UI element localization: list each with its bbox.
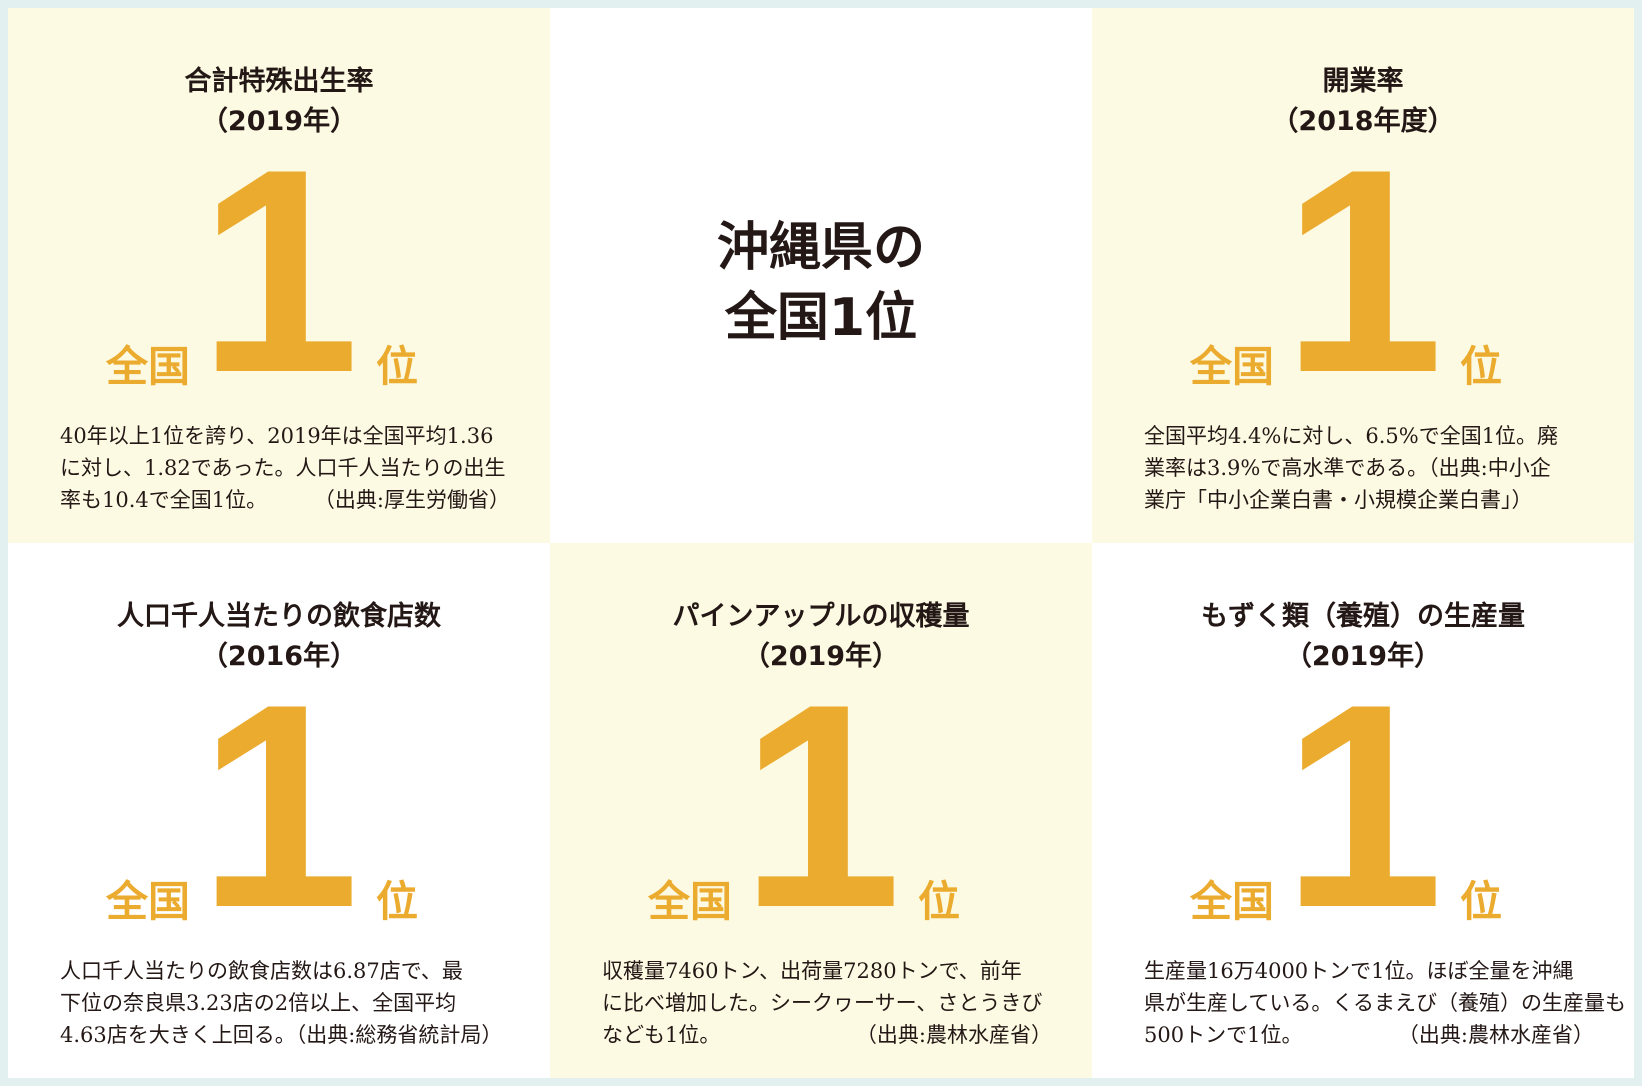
- line-text: 率も10.4で全国1位。: [60, 488, 268, 512]
- rank-prefix: 全国: [1190, 342, 1275, 391]
- rank-prefix: 全国: [106, 877, 191, 926]
- description-line: に比べ増加した。シークヮーサー、さとうきび: [602, 987, 1052, 1019]
- rank-suffix: 位: [918, 877, 961, 926]
- description-line: 収穫量7460トン、出荷量7280トンで、前年: [602, 955, 1052, 987]
- title-year: （2018年度）: [1271, 106, 1455, 137]
- line-text: 40年以上1位を誇り、2019年は全国平均1.36: [60, 424, 494, 448]
- title-year: （2019年）: [742, 641, 900, 672]
- center-cell: 沖縄県の全国1位: [550, 8, 1092, 543]
- line-text: 収穫量7460トン、出荷量7280トンで、前年: [602, 959, 1022, 983]
- description-line: 全国平均4.4%に対し、6.5%で全国1位。廃: [1144, 420, 1594, 452]
- line-text: 業率は3.9%で高水準である。（出典:中小企: [1144, 456, 1551, 480]
- source: （出典:農林水産省）: [855, 1023, 1052, 1047]
- rank-number: 1: [1282, 644, 1444, 968]
- description-line: 率も10.4で全国1位。 （出典:厚生労働省）: [60, 484, 510, 516]
- card-title: 人口千人当たりの飲食店数 （2016年）: [8, 597, 550, 677]
- rank-suffix: 位: [1460, 877, 1503, 926]
- rank-card: もずく類（養殖）の生産量 （2019年） 全国 1 位生産量16万4000トンで1位。ほ…: [1092, 543, 1634, 1078]
- rank-number: 1: [198, 644, 360, 968]
- description: 全国平均4.4%に対し、6.5%で全国1位。廃 業率は3.9%で高水準である。（出…: [1144, 420, 1594, 516]
- line-text: 生産量16万4000トンで1位。ほぼ全量を沖縄: [1144, 959, 1574, 983]
- rank-card: 開業率 （2018年度） 全国 1 位全国平均4.4%に対し、6.5%で全国1位。廃 業率…: [1092, 8, 1634, 543]
- description-line: なども1位。 （出典:農林水産省）: [602, 1019, 1052, 1051]
- card-title: もずく類（養殖）の生産量 （2019年）: [1092, 597, 1634, 677]
- rank-number: 1: [1282, 109, 1444, 433]
- description-line: 40年以上1位を誇り、2019年は全国平均1.36: [60, 420, 510, 452]
- rank-number: 1: [198, 109, 360, 433]
- description-line: 下位の奈良県3.23店の2倍以上、全国平均: [60, 987, 510, 1019]
- description-line: に対し、1.82であった。人口千人当たりの出生: [60, 452, 510, 484]
- description: 人口千人当たりの飲食店数は6.87店で、最 下位の奈良県3.23店の2倍以上、全国…: [60, 955, 510, 1051]
- card-title: 合計特殊出生率 （2019年）: [8, 62, 550, 142]
- description-line: 業庁「中小企業白書・小規模企業白書」）: [1144, 484, 1594, 516]
- card-title: 開業率 （2018年度）: [1092, 62, 1634, 142]
- rank-card: パインアップルの収穫量 （2019年） 全国 1 位収穫量7460トン、出荷量7280ト…: [550, 543, 1092, 1078]
- line-text: 下位の奈良県3.23店の2倍以上、全国平均: [60, 991, 457, 1015]
- description: 収穫量7460トン、出荷量7280トンで、前年 に比べ増加した。シークヮーサー、さ…: [602, 955, 1052, 1051]
- description-line: 人口千人当たりの飲食店数は6.87店で、最: [60, 955, 510, 987]
- line-text: に比べ増加した。シークヮーサー、さとうきび: [602, 991, 1043, 1015]
- title-text: 人口千人当たりの飲食店数: [117, 601, 441, 632]
- rank-prefix: 全国: [648, 877, 733, 926]
- rank-prefix: 全国: [106, 342, 191, 391]
- title-text: 合計特殊出生率: [184, 66, 374, 97]
- line-text: に対し、1.82であった。人口千人当たりの出生: [60, 456, 506, 480]
- rank-suffix: 位: [376, 342, 419, 391]
- heading-line: 沖縄県の: [716, 218, 925, 278]
- title-year: （2019年）: [1284, 641, 1442, 672]
- description-line: 業率は3.9%で高水準である。（出典:中小企: [1144, 452, 1594, 484]
- line-text: 県が生産している。くるまえび（養殖）の生産量も: [1144, 991, 1626, 1015]
- description-line: 500トンで1位。 （出典:農林水産省）: [1144, 1019, 1594, 1051]
- rank-card: 合計特殊出生率 （2019年） 全国 1 位 40年以上1位を誇り、2019年は全国平均1…: [8, 8, 550, 543]
- rank-number: 1: [740, 644, 902, 968]
- card-title: パインアップルの収穫量 （2019年）: [550, 597, 1092, 677]
- heading-line: 全国1位: [724, 288, 918, 348]
- title-year: （2016年）: [200, 641, 358, 672]
- title-year: （2019年）: [200, 106, 358, 137]
- description-line: 県が生産している。くるまえび（養殖）の生産量も: [1144, 987, 1626, 1019]
- line-text: 業庁「中小企業白書・小規模企業白書」）: [1144, 488, 1533, 512]
- source: （出典:厚生労働省）: [313, 488, 510, 512]
- title-text: 開業率: [1322, 66, 1404, 97]
- rank-prefix: 全国: [1190, 877, 1275, 926]
- rank-suffix: 位: [376, 877, 419, 926]
- description: 40年以上1位を誇り、2019年は全国平均1.36 に対し、1.82であった。人口…: [60, 420, 510, 516]
- source: （出典:農林水産省）: [1397, 1023, 1594, 1047]
- rank-suffix: 位: [1460, 342, 1503, 391]
- line-text: 全国平均4.4%に対し、6.5%で全国1位。廃: [1144, 424, 1559, 448]
- description: 生産量16万4000トンで1位。ほぼ全量を沖縄県が生産している。くるまえび（養殖…: [1144, 955, 1626, 1051]
- rank-card: 人口千人当たりの飲食店数 （2016年） 全国 1 位人口千人当たりの飲食店数は6.87…: [8, 543, 550, 1078]
- line-text: 4.63店を大きく上回る。（出典:総務省統計局）: [60, 1023, 503, 1047]
- line-text: 人口千人当たりの飲食店数は6.87店で、最: [60, 959, 463, 983]
- line-text: なども1位。: [602, 1023, 721, 1047]
- description-line: 4.63店を大きく上回る。（出典:総務省統計局）: [60, 1019, 510, 1051]
- line-text: 500トンで1位。: [1144, 1023, 1303, 1047]
- title-text: もずく類（養殖）の生産量: [1201, 601, 1525, 632]
- center-heading: 沖縄県の全国1位: [550, 213, 1092, 353]
- title-text: パインアップルの収穫量: [672, 601, 970, 632]
- description-line: 生産量16万4000トンで1位。ほぼ全量を沖縄: [1144, 955, 1594, 987]
